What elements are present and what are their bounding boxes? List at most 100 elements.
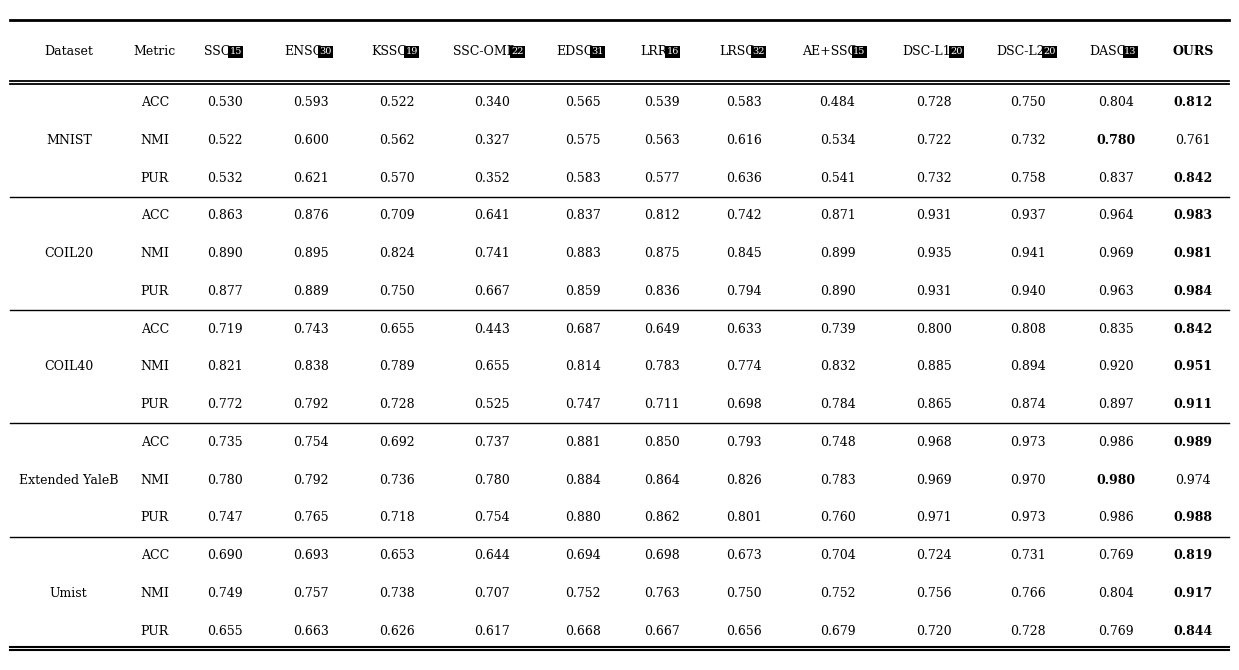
Text: 0.719: 0.719: [207, 322, 243, 336]
Text: DASC: DASC: [1089, 46, 1127, 58]
Text: Metric: Metric: [134, 46, 176, 58]
Text: 0.983: 0.983: [1173, 209, 1213, 222]
Text: 0.735: 0.735: [207, 436, 243, 449]
Text: 0.626: 0.626: [379, 624, 415, 638]
Text: 0.704: 0.704: [820, 549, 855, 562]
Text: 0.794: 0.794: [726, 285, 762, 298]
Text: 0.752: 0.752: [820, 587, 855, 600]
Text: 0.981: 0.981: [1173, 247, 1213, 260]
Text: ACC: ACC: [141, 322, 169, 336]
Text: 0.842: 0.842: [1173, 172, 1213, 185]
Text: 0.720: 0.720: [917, 624, 952, 638]
Text: 0.812: 0.812: [1173, 96, 1213, 109]
Text: 0.522: 0.522: [207, 134, 243, 147]
Text: 0.668: 0.668: [565, 624, 601, 638]
Text: 0.539: 0.539: [644, 96, 680, 109]
Text: 0.679: 0.679: [820, 624, 855, 638]
Text: 0.748: 0.748: [820, 436, 855, 449]
Text: 0.747: 0.747: [207, 511, 243, 525]
Text: 0.988: 0.988: [1173, 511, 1213, 525]
Text: 0.692: 0.692: [379, 436, 415, 449]
Text: 0.633: 0.633: [726, 322, 762, 336]
Text: 0.821: 0.821: [207, 360, 243, 373]
Text: 0.769: 0.769: [1098, 549, 1134, 562]
Text: EDSC: EDSC: [556, 46, 595, 58]
Text: 0.741: 0.741: [475, 247, 509, 260]
Text: 0.911: 0.911: [1173, 398, 1213, 411]
Text: 0.732: 0.732: [917, 172, 952, 185]
Text: ACC: ACC: [141, 96, 169, 109]
Text: 0.824: 0.824: [379, 247, 415, 260]
Text: DSC-L1: DSC-L1: [902, 46, 952, 58]
Text: 0.889: 0.889: [294, 285, 330, 298]
Text: 0.842: 0.842: [1173, 322, 1213, 336]
Text: 0.885: 0.885: [917, 360, 953, 373]
Text: 0.738: 0.738: [379, 587, 415, 600]
Text: 0.667: 0.667: [475, 285, 509, 298]
Text: 0.728: 0.728: [379, 398, 415, 411]
Text: 0.621: 0.621: [294, 172, 330, 185]
Text: NMI: NMI: [140, 360, 170, 373]
Text: 0.832: 0.832: [820, 360, 855, 373]
Bar: [228, 46, 243, 58]
Bar: [509, 46, 525, 58]
Text: ACC: ACC: [141, 436, 169, 449]
Text: 0.973: 0.973: [1010, 511, 1046, 525]
Text: 0.974: 0.974: [1176, 474, 1211, 486]
Text: 0.718: 0.718: [379, 511, 415, 525]
Text: 0.667: 0.667: [644, 624, 680, 638]
Text: 0.876: 0.876: [294, 209, 330, 222]
Text: 0.731: 0.731: [1010, 549, 1046, 562]
Text: 0.883: 0.883: [565, 247, 601, 260]
Text: 0.709: 0.709: [379, 209, 415, 222]
Text: PUR: PUR: [141, 285, 169, 298]
Text: 0.756: 0.756: [917, 587, 952, 600]
Text: 0.443: 0.443: [473, 322, 509, 336]
Text: 0.804: 0.804: [1098, 96, 1134, 109]
Text: 0.837: 0.837: [1098, 172, 1134, 185]
Bar: [949, 46, 964, 58]
Text: ACC: ACC: [141, 549, 169, 562]
Text: 0.732: 0.732: [1010, 134, 1046, 147]
Text: 0.890: 0.890: [207, 247, 243, 260]
Text: COIL40: COIL40: [45, 360, 93, 373]
Text: 0.673: 0.673: [726, 549, 762, 562]
Text: 0.750: 0.750: [1010, 96, 1046, 109]
Text: 0.750: 0.750: [726, 587, 762, 600]
Text: 0.562: 0.562: [379, 134, 415, 147]
Text: 0.941: 0.941: [1010, 247, 1046, 260]
Text: 0.774: 0.774: [726, 360, 762, 373]
Text: 0.757: 0.757: [294, 587, 328, 600]
Text: 0.747: 0.747: [565, 398, 601, 411]
Text: 0.694: 0.694: [565, 549, 601, 562]
Text: 0.784: 0.784: [820, 398, 855, 411]
Text: 0.973: 0.973: [1010, 436, 1046, 449]
Text: 0.707: 0.707: [475, 587, 509, 600]
Text: 0.769: 0.769: [1098, 624, 1134, 638]
Text: 0.836: 0.836: [644, 285, 680, 298]
Bar: [1123, 46, 1137, 58]
Text: 0.583: 0.583: [726, 96, 762, 109]
Text: 0.698: 0.698: [644, 549, 680, 562]
Text: 0.563: 0.563: [644, 134, 680, 147]
Text: 0.772: 0.772: [207, 398, 243, 411]
Text: 0.754: 0.754: [294, 436, 328, 449]
Text: 0.845: 0.845: [726, 247, 762, 260]
Text: 0.969: 0.969: [917, 474, 952, 486]
Text: 0.655: 0.655: [379, 322, 415, 336]
Text: 30: 30: [320, 48, 332, 56]
Text: 22: 22: [510, 48, 523, 56]
Text: 0.687: 0.687: [565, 322, 601, 336]
Text: 0.758: 0.758: [1010, 172, 1046, 185]
Text: 0.724: 0.724: [917, 549, 952, 562]
Text: Dataset: Dataset: [45, 46, 93, 58]
Text: 0.649: 0.649: [644, 322, 680, 336]
Text: 0.800: 0.800: [917, 322, 953, 336]
Text: 0.583: 0.583: [565, 172, 601, 185]
Text: 0.340: 0.340: [473, 96, 509, 109]
Text: 0.986: 0.986: [1098, 511, 1134, 525]
Text: 0.859: 0.859: [565, 285, 601, 298]
Text: LRR: LRR: [641, 46, 668, 58]
Text: DSC-L2: DSC-L2: [996, 46, 1044, 58]
Text: 0.763: 0.763: [644, 587, 680, 600]
